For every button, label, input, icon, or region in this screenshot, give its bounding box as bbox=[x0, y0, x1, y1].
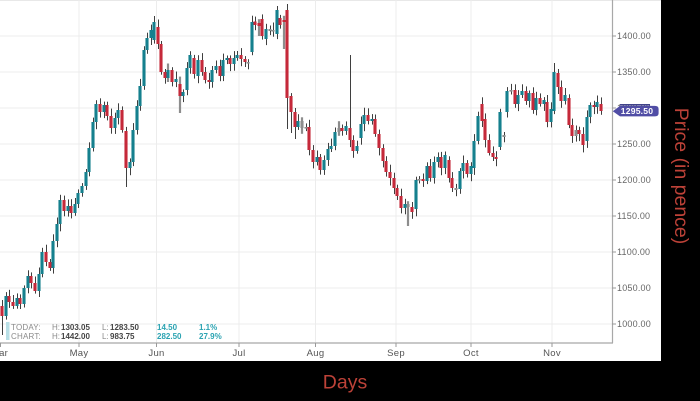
svg-text:L:: L: bbox=[102, 323, 109, 332]
svg-text:TODAY:: TODAY: bbox=[11, 323, 41, 332]
svg-text:Jun: Jun bbox=[148, 348, 164, 359]
svg-text:1200.00: 1200.00 bbox=[617, 175, 651, 185]
svg-text:1283.50: 1283.50 bbox=[110, 323, 139, 332]
svg-text:Aug: Aug bbox=[307, 348, 325, 359]
svg-text:1150.00: 1150.00 bbox=[617, 211, 650, 221]
svg-text:Nov: Nov bbox=[543, 348, 561, 359]
svg-text:Mar: Mar bbox=[0, 348, 8, 359]
svg-text:1050.00: 1050.00 bbox=[617, 283, 651, 293]
svg-text:Jul: Jul bbox=[232, 348, 245, 359]
svg-text:1303.05: 1303.05 bbox=[61, 323, 90, 332]
svg-text:983.75: 983.75 bbox=[110, 332, 135, 341]
svg-text:1442.00: 1442.00 bbox=[61, 332, 90, 341]
svg-text:May: May bbox=[70, 348, 89, 359]
svg-text:1350.00: 1350.00 bbox=[617, 67, 651, 77]
svg-text:Days: Days bbox=[323, 372, 368, 394]
svg-text:1295.50: 1295.50 bbox=[621, 106, 653, 116]
svg-text:CHART:: CHART: bbox=[11, 332, 41, 341]
svg-text:Sep: Sep bbox=[387, 348, 405, 359]
svg-text:1400.00: 1400.00 bbox=[617, 31, 651, 41]
svg-text:L:: L: bbox=[102, 332, 109, 341]
svg-text:1100.00: 1100.00 bbox=[617, 247, 650, 257]
svg-text:1.1%: 1.1% bbox=[199, 323, 217, 332]
svg-text:H:: H: bbox=[52, 332, 60, 341]
svg-text:14.50: 14.50 bbox=[157, 323, 178, 332]
svg-text:Oct: Oct bbox=[463, 348, 479, 359]
svg-text:H:: H: bbox=[52, 323, 60, 332]
svg-text:27.9%: 27.9% bbox=[199, 332, 222, 341]
svg-text:1250.00: 1250.00 bbox=[617, 139, 651, 149]
svg-text:1000.00: 1000.00 bbox=[617, 319, 651, 329]
svg-text:282.50: 282.50 bbox=[157, 332, 182, 341]
svg-text:Price (in pence): Price (in pence) bbox=[670, 108, 692, 245]
